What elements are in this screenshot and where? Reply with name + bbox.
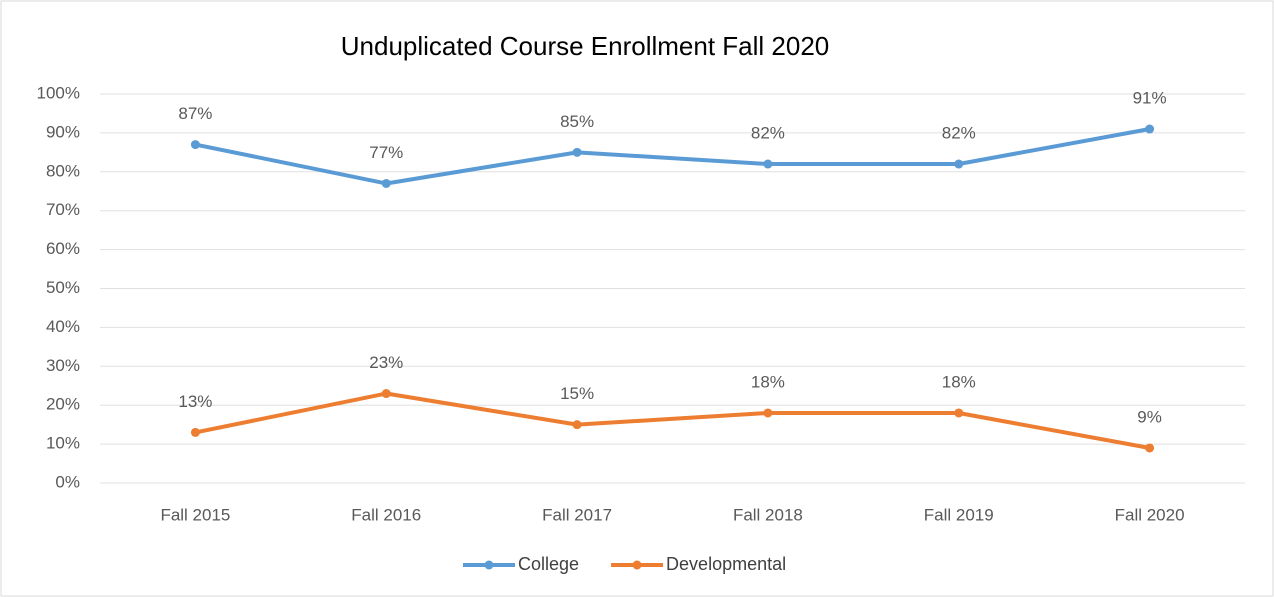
data-point bbox=[954, 159, 964, 169]
y-tick-label: 90% bbox=[46, 122, 80, 141]
chart-title: Unduplicated Course Enrollment Fall 2020 bbox=[341, 31, 830, 61]
legend-marker bbox=[484, 560, 494, 570]
x-tick-label: Fall 2017 bbox=[542, 505, 612, 524]
y-tick-label: 50% bbox=[46, 278, 80, 297]
data-point bbox=[190, 427, 200, 437]
legend-label: Developmental bbox=[666, 554, 786, 574]
data-label: 23% bbox=[369, 353, 403, 372]
data-point bbox=[381, 389, 391, 399]
data-label: 87% bbox=[178, 104, 212, 123]
data-label: 77% bbox=[369, 143, 403, 162]
x-tick-label: Fall 2018 bbox=[733, 505, 803, 524]
data-point bbox=[572, 420, 582, 430]
data-label: 15% bbox=[560, 384, 594, 403]
x-tick-label: Fall 2019 bbox=[924, 505, 994, 524]
data-point bbox=[572, 147, 582, 157]
data-point bbox=[190, 140, 200, 150]
data-label: 13% bbox=[178, 392, 212, 411]
y-tick-label: 80% bbox=[46, 161, 80, 180]
data-point bbox=[1145, 124, 1155, 134]
data-point bbox=[381, 178, 391, 188]
data-point bbox=[763, 408, 773, 418]
data-label: 18% bbox=[751, 372, 785, 391]
data-point bbox=[1145, 443, 1155, 453]
x-tick-label: Fall 2016 bbox=[351, 505, 421, 524]
series-line bbox=[195, 391, 1150, 450]
y-tick-label: 60% bbox=[46, 239, 80, 258]
data-label: 9% bbox=[1137, 407, 1162, 426]
y-tick-label: 10% bbox=[46, 434, 80, 453]
data-label: 85% bbox=[560, 112, 594, 131]
y-tick-label: 40% bbox=[46, 317, 80, 336]
series-line bbox=[195, 127, 1150, 186]
data-point bbox=[763, 159, 773, 169]
data-label: 82% bbox=[942, 124, 976, 143]
legend-label: College bbox=[518, 554, 579, 574]
y-tick-label: 20% bbox=[46, 395, 80, 414]
data-label: 18% bbox=[942, 372, 976, 391]
legend: College Developmental bbox=[463, 554, 786, 574]
data-point bbox=[954, 408, 964, 418]
legend-marker bbox=[632, 560, 642, 570]
y-tick-label: 100% bbox=[37, 83, 80, 102]
y-tick-label: 30% bbox=[46, 356, 80, 375]
y-tick-label: 0% bbox=[55, 472, 80, 491]
x-tick-label: Fall 2020 bbox=[1115, 505, 1185, 524]
x-tick-label: Fall 2015 bbox=[160, 505, 230, 524]
data-label: 91% bbox=[1133, 88, 1167, 107]
y-tick-label: 70% bbox=[46, 200, 80, 219]
data-label: 82% bbox=[751, 124, 785, 143]
